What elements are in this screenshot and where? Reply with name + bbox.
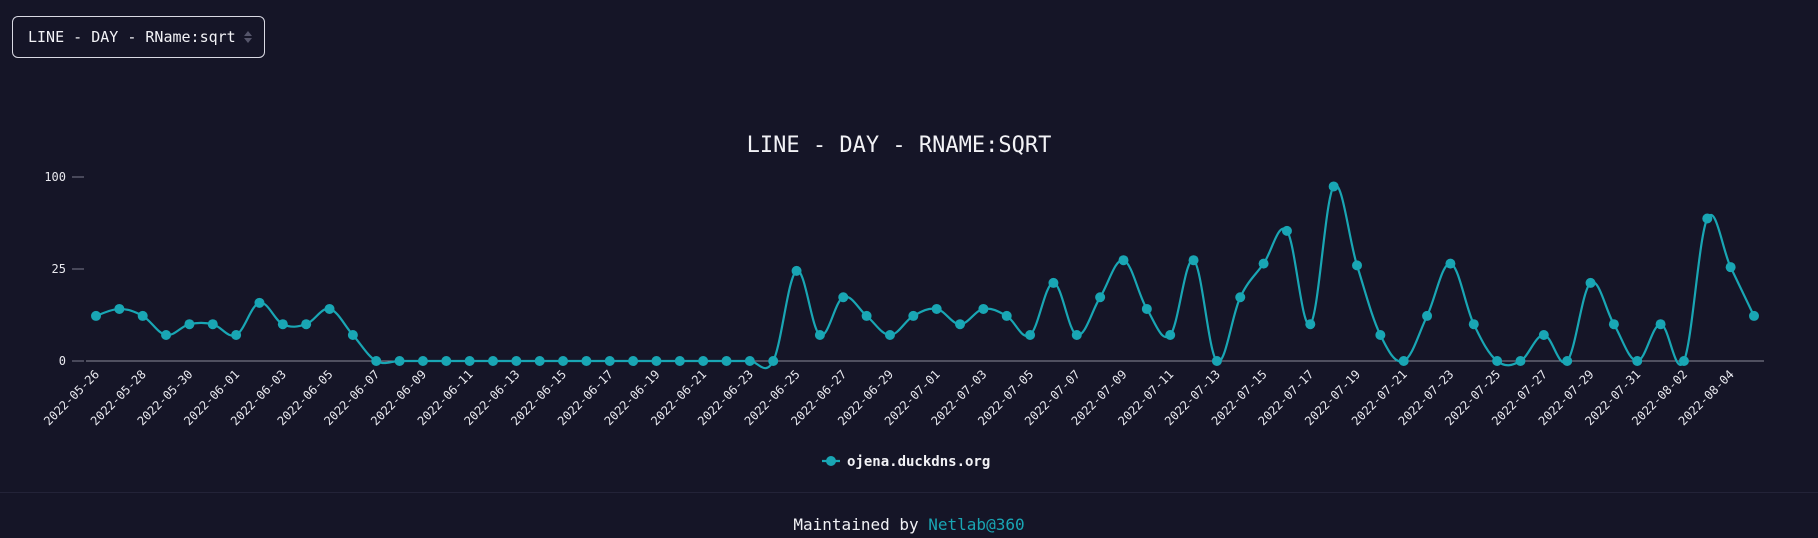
data-point[interactable] xyxy=(628,356,639,366)
data-point[interactable] xyxy=(1141,303,1152,314)
data-point[interactable] xyxy=(1725,262,1736,273)
data-point[interactable] xyxy=(137,310,148,321)
data-point[interactable] xyxy=(744,356,755,366)
data-point[interactable] xyxy=(1095,292,1106,303)
data-point[interactable] xyxy=(231,329,242,340)
data-point[interactable] xyxy=(487,356,498,366)
data-point[interactable] xyxy=(1001,310,1012,321)
data-point[interactable] xyxy=(1375,329,1386,340)
data-point[interactable] xyxy=(1608,319,1619,330)
footer: Maintained by Netlab@360 xyxy=(0,515,1818,534)
y-tick-label: 0 xyxy=(59,354,66,368)
legend-marker-icon xyxy=(826,456,836,466)
data-point[interactable] xyxy=(1702,213,1713,224)
series-points xyxy=(91,181,1759,366)
chart-selector-value: LINE - DAY - RName:sqrt xyxy=(28,28,236,46)
footer-divider xyxy=(0,492,1818,493)
data-point[interactable] xyxy=(768,356,779,366)
data-point[interactable] xyxy=(581,356,592,366)
data-point[interactable] xyxy=(417,356,428,366)
data-point[interactable] xyxy=(1749,310,1759,321)
data-point[interactable] xyxy=(324,303,335,314)
data-point[interactable] xyxy=(1211,356,1222,366)
data-point[interactable] xyxy=(1632,356,1643,366)
chart-title: LINE - DAY - RNAME:SQRT xyxy=(747,133,1052,158)
chart-selector-dropdown[interactable]: LINE - DAY - RName:sqrt xyxy=(12,16,265,58)
data-point[interactable] xyxy=(1678,356,1689,366)
data-point[interactable] xyxy=(91,310,101,321)
data-point[interactable] xyxy=(1118,255,1129,266)
data-point[interactable] xyxy=(604,356,615,366)
data-point[interactable] xyxy=(1258,258,1269,269)
data-point[interactable] xyxy=(1538,329,1549,340)
data-point[interactable] xyxy=(1398,356,1409,366)
data-point[interactable] xyxy=(698,356,709,366)
data-point[interactable] xyxy=(838,292,849,303)
data-point[interactable] xyxy=(1235,292,1246,303)
y-tick-label: 100 xyxy=(44,170,66,184)
data-point[interactable] xyxy=(1025,329,1036,340)
data-point[interactable] xyxy=(978,303,989,314)
data-point[interactable] xyxy=(1188,255,1199,266)
data-point[interactable] xyxy=(1352,260,1363,271)
data-point[interactable] xyxy=(814,329,825,340)
data-point[interactable] xyxy=(441,356,452,366)
data-point[interactable] xyxy=(1562,356,1573,366)
data-point[interactable] xyxy=(1071,329,1082,340)
data-point[interactable] xyxy=(1281,225,1292,236)
data-point[interactable] xyxy=(1515,356,1526,366)
data-point[interactable] xyxy=(301,319,312,330)
data-point[interactable] xyxy=(534,356,545,366)
data-point[interactable] xyxy=(371,356,382,366)
series-line xyxy=(95,184,1755,370)
data-point[interactable] xyxy=(651,356,662,366)
data-point[interactable] xyxy=(464,356,475,366)
data-point[interactable] xyxy=(721,356,732,366)
data-point[interactable] xyxy=(908,310,919,321)
legend[interactable]: ojena.duckdns.org xyxy=(822,454,990,470)
data-point[interactable] xyxy=(1492,356,1503,366)
data-point[interactable] xyxy=(931,303,942,314)
data-point[interactable] xyxy=(1445,258,1456,269)
data-point[interactable] xyxy=(1328,181,1339,192)
footer-link[interactable]: Netlab@360 xyxy=(928,515,1025,534)
data-point[interactable] xyxy=(277,319,288,330)
data-point[interactable] xyxy=(861,310,872,321)
data-point[interactable] xyxy=(511,356,522,366)
data-point[interactable] xyxy=(558,356,569,366)
y-axis: 100 25 0 xyxy=(44,170,1764,368)
footer-prefix: Maintained by xyxy=(793,515,919,534)
x-axis: 2022-05-262022-05-282022-05-302022-06-01… xyxy=(41,367,1737,428)
data-point[interactable] xyxy=(254,297,265,308)
data-point[interactable] xyxy=(884,329,895,340)
data-point[interactable] xyxy=(1048,277,1059,288)
data-point[interactable] xyxy=(674,356,685,366)
data-point[interactable] xyxy=(1655,319,1666,330)
data-point[interactable] xyxy=(347,329,358,340)
data-point[interactable] xyxy=(161,329,172,340)
data-point[interactable] xyxy=(1585,277,1596,288)
data-point[interactable] xyxy=(1422,310,1433,321)
data-point[interactable] xyxy=(1305,319,1316,330)
data-point[interactable] xyxy=(1468,319,1479,330)
legend-label: ojena.duckdns.org xyxy=(847,454,990,470)
data-point[interactable] xyxy=(1165,329,1176,340)
data-point[interactable] xyxy=(184,319,195,330)
data-point[interactable] xyxy=(394,356,405,366)
data-point[interactable] xyxy=(207,319,218,330)
data-point[interactable] xyxy=(114,303,125,314)
y-tick-label: 25 xyxy=(52,262,66,276)
sort-arrows-icon xyxy=(243,31,252,43)
line-chart: LINE - DAY - RNAME:SQRT 100 25 0 2022-05-2… xyxy=(41,133,1764,470)
data-point[interactable] xyxy=(791,265,802,276)
data-point[interactable] xyxy=(955,319,966,330)
